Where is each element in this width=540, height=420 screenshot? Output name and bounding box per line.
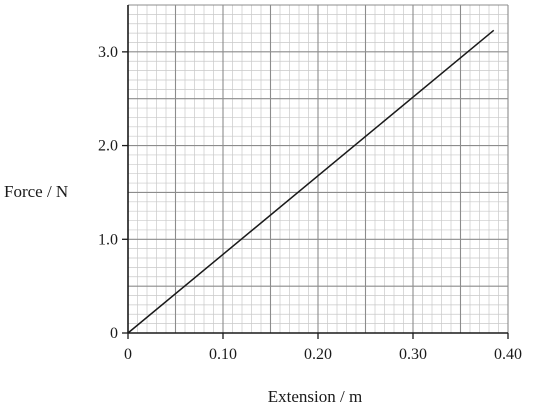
series-line	[127, 29, 495, 334]
y-tick-label: 0	[110, 325, 118, 342]
tick-marks	[122, 51, 509, 339]
y-tick-label: 1.0	[98, 231, 118, 248]
y-tick-label: 2.0	[98, 138, 118, 155]
data-series	[127, 29, 495, 334]
x-tick-label: 0.30	[399, 346, 427, 363]
x-tick-label: 0.20	[304, 346, 332, 363]
y-axis-title: Force / N	[4, 182, 68, 201]
x-axis-title: Extension / m	[268, 387, 362, 406]
x-tick-label: 0.10	[209, 346, 237, 363]
x-tick-label: 0	[124, 346, 132, 363]
tick-labels: 0 0.10 0.20 0.30 0.40 0 1.0 2.0 3.0	[98, 44, 522, 363]
x-tick-label: 0.40	[494, 346, 522, 363]
major-gridlines	[128, 4, 509, 333]
y-tick-label: 3.0	[98, 44, 118, 61]
